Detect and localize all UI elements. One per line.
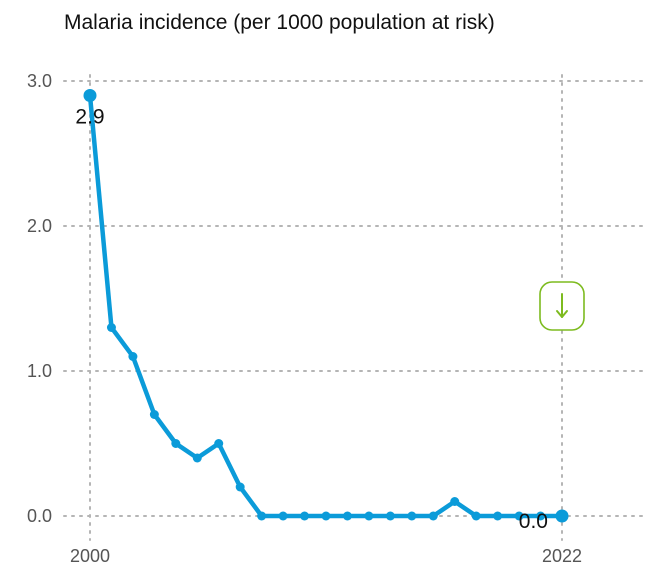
y-tick-label: 3.0	[27, 71, 52, 91]
x-axis-ticks: 2000 2022	[70, 546, 582, 565]
data-point	[235, 482, 245, 492]
data-point	[471, 511, 481, 521]
data-label: 0.0	[519, 510, 548, 533]
y-tick-label: 1.0	[27, 361, 52, 381]
data-point	[364, 511, 374, 521]
data-point	[555, 509, 569, 523]
data-point	[214, 439, 224, 448]
data-point	[171, 439, 181, 448]
data-point	[300, 511, 310, 521]
chart-title: Malaria incidence (per 1000 population a…	[64, 11, 495, 34]
data-point	[149, 410, 159, 419]
data-point	[278, 511, 288, 521]
data-point	[385, 511, 395, 521]
data-point	[493, 511, 503, 521]
data-point	[321, 511, 331, 521]
y-tick-label: 2.0	[27, 216, 52, 236]
data-point	[257, 511, 267, 521]
x-tick-label: 2022	[542, 546, 582, 565]
series-line	[87, 93, 565, 519]
data-point	[83, 89, 97, 102]
data-point	[428, 511, 438, 521]
data-point	[407, 511, 417, 521]
trend-badge	[539, 281, 585, 331]
y-tick-label: 0.0	[27, 506, 52, 526]
data-label: 2.9	[75, 106, 104, 129]
data-point	[514, 511, 524, 521]
x-tick-label: 2000	[70, 546, 110, 565]
data-point	[342, 511, 352, 521]
data-point	[450, 497, 460, 506]
data-point	[106, 323, 116, 332]
y-axis-ticks: 0.0 1.0 2.0 3.0	[27, 71, 52, 526]
data-point	[192, 453, 202, 463]
data-point	[536, 511, 546, 521]
series-group	[83, 89, 569, 523]
arrow-down-icon	[556, 293, 568, 318]
data-point	[128, 352, 138, 361]
data-labels: 2.9 0.0	[75, 106, 548, 534]
